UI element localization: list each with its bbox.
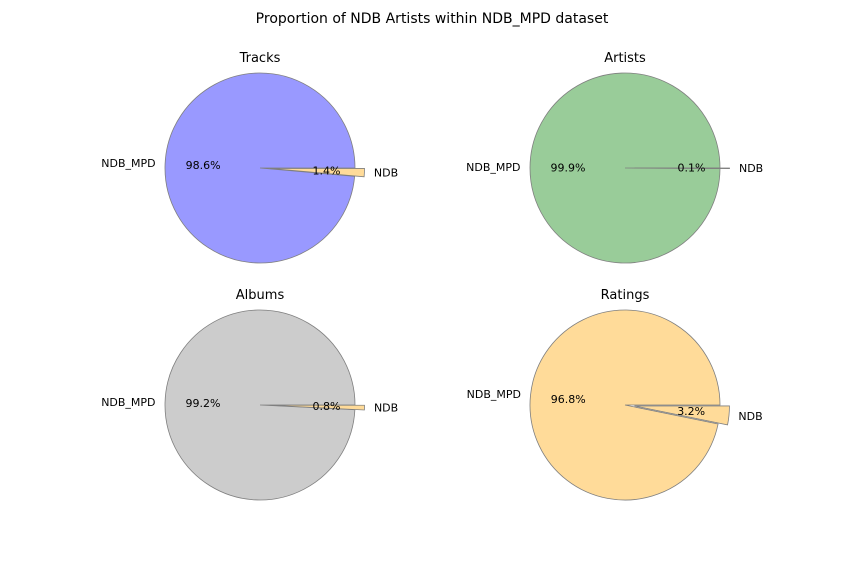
pie-slice-albums-ndb <box>269 404 365 411</box>
pie-label-albums-ndb-mpd: NDB_MPD <box>101 396 155 409</box>
pie-slice-albums-ndb-mpd <box>164 309 356 501</box>
pie-artists: Artists NDB_MPD 99.9% NDB 0.1% <box>466 51 763 264</box>
pie-title-albums: Albums <box>236 288 285 303</box>
pie-ratings: Ratings NDB_MPD 96.8% NDB 3.2% <box>467 288 763 501</box>
pie-slice-ratings-ndb <box>634 405 730 426</box>
pie-percent-artists-ndb-mpd: 99.9% <box>551 161 586 174</box>
pie-label-ratings-ndb-mpd: NDB_MPD <box>467 388 521 401</box>
pie-title-tracks: Tracks <box>239 51 281 66</box>
pie-label-ratings-ndb: NDB <box>738 410 762 423</box>
pie-panels: Tracks NDB_MPD 98.6% NDB 1.4% Artists NDB_MPD 9… <box>101 51 763 501</box>
pie-title-ratings: Ratings <box>601 288 650 303</box>
pie-percent-tracks-ndb-mpd: 98.6% <box>186 159 221 172</box>
pie-percent-tracks-ndb: 1.4% <box>312 164 340 177</box>
pie-slice-artists-ndb <box>634 167 730 170</box>
figure-title: Proportion of NDB Artists within NDB_MPD… <box>256 11 609 27</box>
pie-percent-albums-ndb: 0.8% <box>313 400 341 413</box>
pie-slice-ratings-ndb-mpd <box>529 309 721 501</box>
pie-slice-tracks-ndb <box>269 168 365 178</box>
pie-label-albums-ndb: NDB <box>374 401 398 414</box>
pie-tracks: Tracks NDB_MPD 98.6% NDB 1.4% <box>101 51 398 264</box>
pie-albums: Albums NDB_MPD 99.2% NDB 0.8% <box>101 288 398 501</box>
pie-title-artists: Artists <box>604 51 646 66</box>
pie-slice-tracks-ndb-mpd <box>164 72 356 264</box>
pie-label-artists-ndb: NDB <box>739 162 763 175</box>
pie-percent-artists-ndb: 0.1% <box>678 162 706 175</box>
pie-percent-ratings-ndb: 3.2% <box>677 405 705 418</box>
pie-percent-albums-ndb-mpd: 99.2% <box>186 397 221 410</box>
pie-slice-artists-ndb-mpd <box>529 72 721 264</box>
pie-label-tracks-ndb-mpd: NDB_MPD <box>101 157 155 170</box>
pie-percent-ratings-ndb-mpd: 96.8% <box>551 393 586 406</box>
pie-label-artists-ndb-mpd: NDB_MPD <box>466 161 520 174</box>
pie-label-tracks-ndb: NDB <box>374 167 398 180</box>
